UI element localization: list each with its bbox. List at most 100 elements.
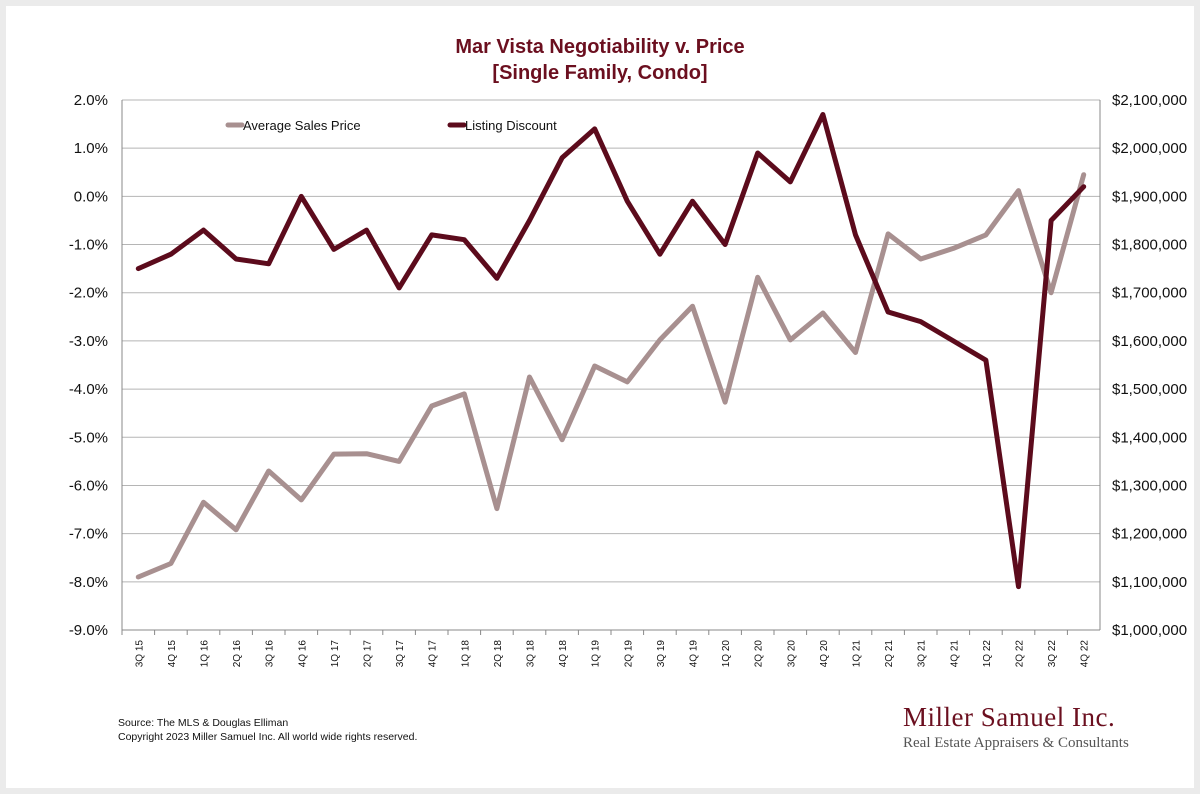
series-0-point [332, 452, 336, 456]
series-0-point [951, 246, 955, 250]
left-tick-label: -5.0% [69, 429, 108, 446]
series-1-point [365, 228, 368, 232]
legend-label: Listing Discount [465, 118, 557, 133]
series-1-point [267, 262, 271, 266]
x-tick-label: 2Q 16 [232, 640, 243, 668]
series-0-point [299, 498, 303, 502]
x-tick-label: 2Q 22 [1015, 640, 1026, 668]
x-tick-label: 1Q 20 [721, 640, 732, 668]
x-tick-label: 1Q 19 [591, 640, 602, 668]
series-0-point [560, 438, 564, 442]
series-0-point [234, 528, 238, 532]
chart-title: Mar Vista Negotiability v. Price [455, 36, 745, 58]
right-tick-label: $1,000,000 [1112, 622, 1187, 639]
series-1-point [430, 233, 434, 237]
x-tick-label: 2Q 17 [363, 640, 374, 668]
series-0-point [788, 338, 792, 342]
right-tick-label: $1,800,000 [1112, 237, 1187, 254]
series-1-point [821, 112, 825, 116]
brand-logo: Miller Samuel Inc. [903, 702, 1116, 732]
series-0-point [462, 392, 466, 396]
series-1-point [495, 276, 499, 280]
x-tick-label: 2Q 20 [754, 640, 765, 668]
x-tick-label: 1Q 17 [330, 640, 341, 668]
series-0-point [886, 232, 890, 236]
series-1-point [1017, 585, 1020, 589]
legend-label: Average Sales Price [243, 118, 361, 133]
x-tick-label: 1Q 22 [982, 640, 993, 668]
series-1-point [397, 286, 401, 290]
x-tick-label: 2Q 18 [493, 640, 504, 668]
right-tick-label: $2,100,000 [1112, 92, 1187, 109]
x-tick-label: 3Q 22 [1047, 640, 1058, 668]
x-tick-label: 2Q 19 [623, 640, 634, 668]
series-0-point [854, 350, 857, 354]
right-tick-label: $1,600,000 [1112, 333, 1187, 350]
copyright-note: Copyright 2023 Miller Samuel Inc. All wo… [118, 731, 418, 743]
left-tick-label: -8.0% [69, 574, 108, 591]
chart-subtitle: [Single Family, Condo] [492, 62, 708, 84]
series-1-point [919, 320, 923, 324]
left-tick-label: 1.0% [74, 140, 108, 157]
left-tick-label: -3.0% [69, 333, 108, 350]
series-1-point [886, 310, 890, 314]
series-0-point [984, 233, 988, 237]
right-tick-label: $1,200,000 [1112, 526, 1187, 543]
x-tick-label: 3Q 18 [526, 640, 537, 668]
x-tick-label: 4Q 17 [428, 640, 439, 668]
source-note: Source: The MLS & Douglas Elliman [118, 717, 289, 729]
series-0-point [397, 459, 401, 463]
brand-tagline: Real Estate Appraisers & Consultants [903, 735, 1129, 751]
series-1-point [1082, 185, 1086, 189]
series-1-point [560, 156, 564, 160]
series-1-point [202, 228, 205, 232]
series-0-point [136, 575, 140, 579]
series-1-point [169, 252, 173, 256]
series-0-point [691, 304, 694, 308]
series-1-point [723, 243, 727, 247]
x-tick-label: 3Q 17 [395, 640, 406, 668]
series-0-point [658, 338, 662, 342]
x-tick-label: 4Q 21 [949, 640, 960, 668]
series-0-point [919, 257, 923, 261]
series-line-1 [135, 112, 1087, 590]
series-1-point [332, 247, 336, 251]
right-tick-label: $1,100,000 [1112, 574, 1187, 591]
right-tick-label: $1,700,000 [1112, 285, 1187, 302]
series-0-point [1017, 189, 1020, 193]
series-0-point [365, 452, 368, 456]
series-0-point [756, 275, 760, 279]
series-1-point [756, 151, 760, 155]
series-1-point [234, 257, 238, 261]
series-0-point [430, 404, 434, 408]
series-line-0 [135, 172, 1087, 580]
x-tick-label: 3Q 16 [265, 640, 276, 668]
left-tick-label: -4.0% [69, 381, 108, 398]
left-tick-label: -1.0% [69, 237, 108, 254]
left-tick-label: -7.0% [69, 526, 108, 543]
right-tick-label: $1,400,000 [1112, 429, 1187, 446]
series-0-point [1082, 173, 1086, 177]
left-tick-label: -2.0% [69, 285, 108, 302]
x-tick-label: 3Q 15 [134, 640, 145, 668]
left-tick-label: 0.0% [74, 188, 108, 205]
series-1-point [951, 339, 955, 343]
series-0-point [495, 507, 499, 511]
x-tick-label: 4Q 18 [558, 640, 569, 668]
series-0-point [821, 311, 825, 315]
series-1-point [528, 218, 531, 222]
series-1-point [788, 180, 792, 184]
right-tick-label: $2,000,000 [1112, 140, 1187, 157]
series-1-point [625, 199, 629, 203]
right-tick-label: $1,300,000 [1112, 477, 1187, 494]
x-tick-label: 4Q 16 [297, 640, 308, 668]
x-tick-label: 1Q 16 [200, 640, 211, 668]
x-tick-label: 1Q 21 [852, 640, 863, 668]
series-1-point [593, 127, 597, 131]
series-0-point [528, 375, 531, 379]
series-1-point [984, 358, 988, 362]
left-tick-label: 2.0% [74, 92, 108, 109]
x-tick-label: 4Q 22 [1080, 640, 1091, 668]
series-0-point [267, 469, 271, 473]
